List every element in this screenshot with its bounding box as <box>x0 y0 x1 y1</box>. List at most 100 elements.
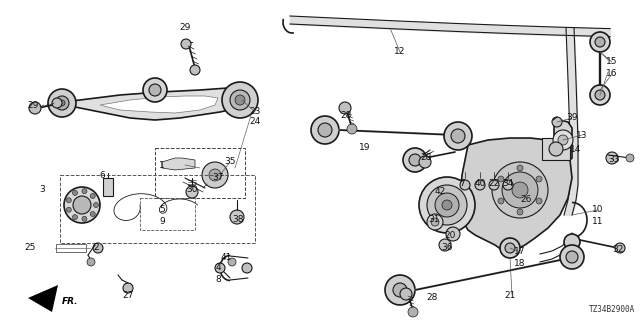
Circle shape <box>72 190 77 196</box>
Text: 20: 20 <box>444 230 456 239</box>
Circle shape <box>503 180 513 190</box>
Text: 5: 5 <box>159 205 165 214</box>
Text: 4: 4 <box>215 263 221 273</box>
Circle shape <box>431 218 439 226</box>
Text: 27: 27 <box>122 291 134 300</box>
Circle shape <box>512 182 528 198</box>
Circle shape <box>444 122 472 150</box>
Circle shape <box>615 243 625 253</box>
Circle shape <box>82 189 87 194</box>
Text: 15: 15 <box>606 58 618 67</box>
Circle shape <box>186 186 198 198</box>
Circle shape <box>403 148 427 172</box>
Text: 29: 29 <box>179 23 191 33</box>
Text: 6: 6 <box>99 172 105 180</box>
Text: 34: 34 <box>502 179 514 188</box>
Circle shape <box>385 275 415 305</box>
Bar <box>140 198 195 230</box>
Text: 28: 28 <box>420 154 432 163</box>
Circle shape <box>93 243 103 253</box>
Polygon shape <box>100 96 218 113</box>
Text: 29: 29 <box>28 100 38 109</box>
Circle shape <box>549 142 563 156</box>
Text: 39: 39 <box>566 114 578 123</box>
Circle shape <box>209 169 221 181</box>
Text: 9: 9 <box>159 218 165 227</box>
Circle shape <box>87 258 95 266</box>
Text: 31: 31 <box>428 215 440 225</box>
Circle shape <box>427 185 467 225</box>
Text: 36: 36 <box>441 244 452 252</box>
Bar <box>60 175 255 243</box>
Circle shape <box>235 95 245 105</box>
Circle shape <box>500 238 520 258</box>
Circle shape <box>439 239 451 251</box>
Text: 32: 32 <box>612 245 624 254</box>
Text: 26: 26 <box>520 196 532 204</box>
Text: 23: 23 <box>250 108 260 116</box>
Circle shape <box>498 198 504 204</box>
Circle shape <box>442 200 452 210</box>
Text: 14: 14 <box>570 146 582 155</box>
Circle shape <box>558 135 568 145</box>
Text: 33: 33 <box>608 156 620 164</box>
Text: 13: 13 <box>576 131 588 140</box>
Polygon shape <box>28 285 58 312</box>
Text: 2: 2 <box>93 244 99 252</box>
Circle shape <box>67 207 71 212</box>
Circle shape <box>446 227 460 241</box>
Text: 1: 1 <box>159 161 165 170</box>
Circle shape <box>536 198 542 204</box>
Circle shape <box>72 215 77 220</box>
Circle shape <box>339 102 351 114</box>
Text: 8: 8 <box>215 276 221 284</box>
Circle shape <box>90 212 95 217</box>
Circle shape <box>29 102 41 114</box>
Circle shape <box>143 78 167 102</box>
Circle shape <box>475 180 485 190</box>
Circle shape <box>393 283 407 297</box>
Circle shape <box>90 194 95 198</box>
Circle shape <box>517 165 523 171</box>
Polygon shape <box>460 138 572 252</box>
Text: 42: 42 <box>435 188 445 196</box>
Circle shape <box>590 32 610 52</box>
Circle shape <box>564 234 580 250</box>
Circle shape <box>595 90 605 100</box>
Circle shape <box>626 154 634 162</box>
Text: 21: 21 <box>504 291 516 300</box>
Circle shape <box>59 100 65 106</box>
Text: 19: 19 <box>359 143 371 153</box>
Circle shape <box>311 116 339 144</box>
Circle shape <box>181 39 191 49</box>
Circle shape <box>419 156 431 168</box>
Circle shape <box>435 193 459 217</box>
Circle shape <box>460 180 470 190</box>
Circle shape <box>552 117 562 127</box>
Polygon shape <box>55 88 242 120</box>
Text: 16: 16 <box>606 69 618 78</box>
Text: 12: 12 <box>394 47 406 57</box>
Text: 28: 28 <box>340 110 352 119</box>
Circle shape <box>606 152 618 164</box>
Text: 24: 24 <box>250 117 260 126</box>
Bar <box>155 148 245 198</box>
Circle shape <box>427 214 443 230</box>
Circle shape <box>498 176 504 182</box>
Circle shape <box>64 187 100 223</box>
Circle shape <box>590 85 610 105</box>
Circle shape <box>222 82 258 118</box>
Circle shape <box>123 283 133 293</box>
Circle shape <box>560 245 584 269</box>
Circle shape <box>215 263 225 273</box>
Circle shape <box>536 176 542 182</box>
Circle shape <box>347 124 357 134</box>
Bar <box>56 244 86 252</box>
Text: 28: 28 <box>426 293 438 302</box>
Circle shape <box>400 288 412 300</box>
Circle shape <box>190 65 200 75</box>
Circle shape <box>505 243 515 253</box>
Text: 7: 7 <box>459 179 465 188</box>
Circle shape <box>489 180 499 190</box>
Text: FR.: FR. <box>62 298 79 307</box>
